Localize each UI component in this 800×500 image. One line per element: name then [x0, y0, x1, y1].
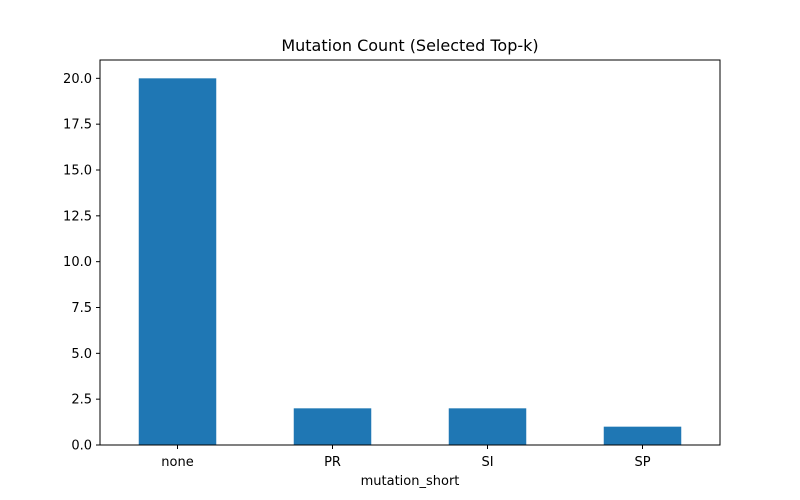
- x-tick-label: PR: [324, 455, 341, 470]
- bar-pr: [293, 408, 372, 445]
- y-axis-ticks: 0.0 2.5 5.0 7.5 10.0 12.5 15.0 17.5 20.0: [63, 72, 100, 454]
- y-tick-label: 10.0: [63, 255, 92, 270]
- bar-si: [448, 408, 527, 445]
- bar-sp: [603, 426, 682, 445]
- y-tick-label: 17.5: [63, 118, 92, 133]
- y-tick-label: 0.0: [71, 439, 92, 454]
- x-tick-label: SI: [481, 455, 493, 470]
- x-axis-ticks: none PR SI SP: [161, 445, 651, 470]
- x-tick-label: SP: [634, 455, 650, 470]
- x-axis-label: mutation_short: [361, 474, 460, 489]
- chart-title: Mutation Count (Selected Top-k): [281, 36, 538, 55]
- y-tick-label: 7.5: [71, 301, 92, 316]
- y-tick-label: 12.5: [63, 209, 92, 224]
- y-tick-label: 15.0: [63, 164, 92, 179]
- plot-frame: [99, 59, 721, 446]
- bars-group: [138, 78, 682, 445]
- bar-none: [138, 78, 217, 445]
- y-tick-label: 5.0: [71, 347, 92, 362]
- x-tick-label: none: [161, 455, 193, 470]
- y-tick-label: 2.5: [71, 393, 92, 408]
- y-tick-label: 20.0: [63, 72, 92, 87]
